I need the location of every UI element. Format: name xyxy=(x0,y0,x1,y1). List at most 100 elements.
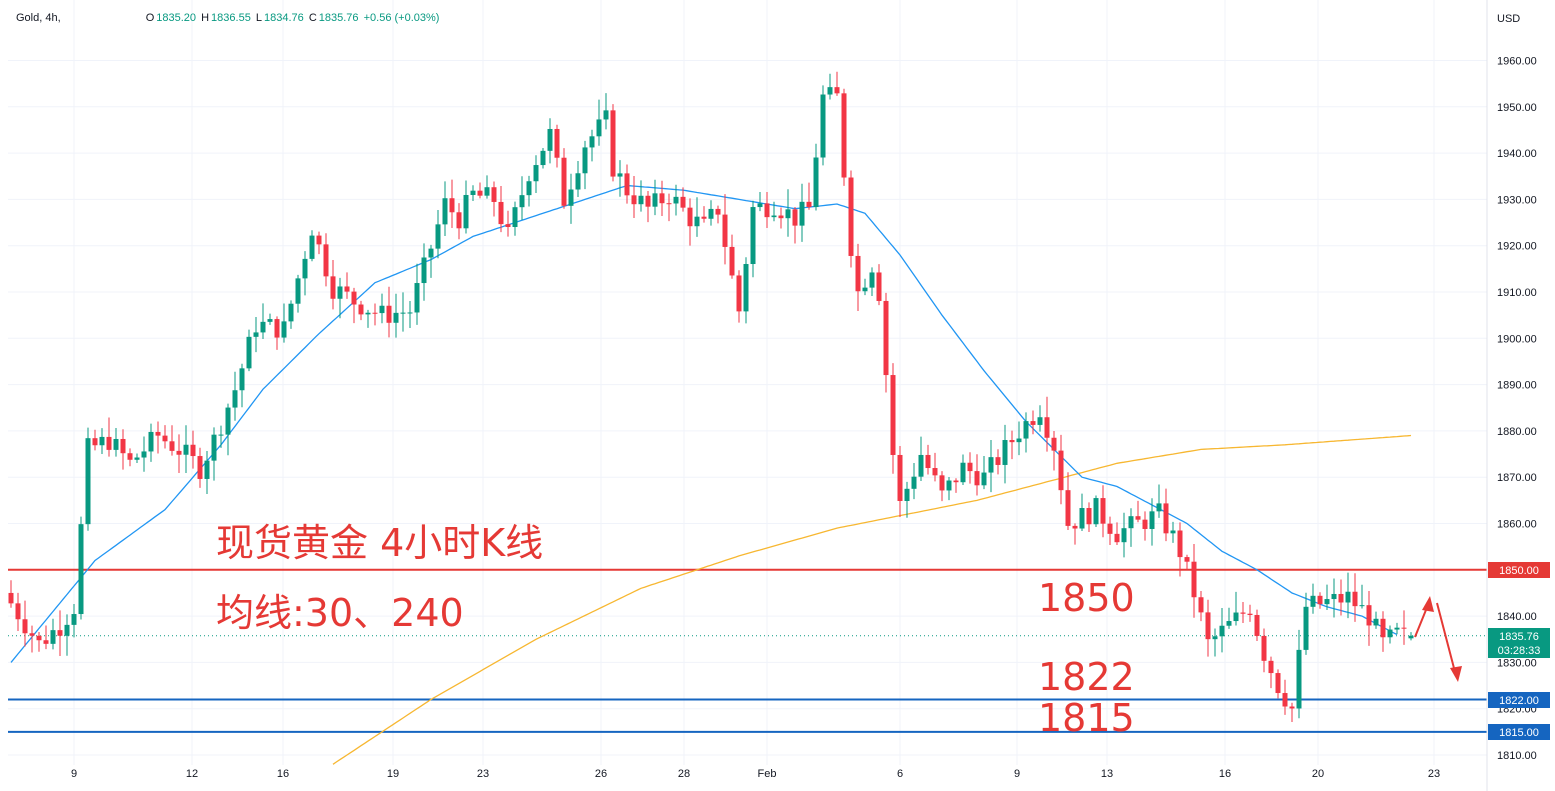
candle-down xyxy=(701,216,707,219)
candle-down xyxy=(1198,597,1204,613)
ma240-line xyxy=(332,434,1412,765)
candle-up xyxy=(134,457,140,460)
candle-up xyxy=(771,215,777,218)
candle-up xyxy=(1394,627,1400,630)
badge-1815: 1815.00 xyxy=(1499,727,1539,739)
candle-down xyxy=(120,438,126,454)
candle-up xyxy=(113,438,119,450)
candle-up xyxy=(582,147,588,174)
candle-up xyxy=(603,110,609,120)
candle-up xyxy=(281,321,287,338)
candle-down xyxy=(1191,561,1197,598)
candle-up xyxy=(1373,618,1379,626)
candle-up xyxy=(253,332,259,337)
candle-down xyxy=(127,453,133,460)
time-tick-label: 16 xyxy=(1219,768,1231,780)
candle-up xyxy=(757,203,763,208)
candle-up xyxy=(484,187,490,196)
high-label: H xyxy=(201,12,210,24)
candle-down xyxy=(806,201,812,208)
candle-down xyxy=(1009,440,1015,443)
candle-down xyxy=(645,195,651,207)
candle-down xyxy=(1072,525,1078,529)
candle-down xyxy=(610,110,616,177)
candle-up xyxy=(869,272,875,288)
candle-down xyxy=(729,246,735,276)
candle-up xyxy=(1219,625,1225,637)
candle-down xyxy=(855,255,861,292)
candle-down xyxy=(1366,605,1372,626)
candle-down xyxy=(491,187,497,202)
candle-up xyxy=(946,480,952,491)
candle-down xyxy=(29,633,35,636)
candle-down xyxy=(659,193,665,204)
candle-up xyxy=(988,457,994,473)
candle-down xyxy=(316,235,322,245)
price-tick-label: 1930.00 xyxy=(1497,194,1537,206)
candle-up xyxy=(1408,635,1414,639)
candle-down xyxy=(358,304,364,315)
time-tick-label: 12 xyxy=(186,768,198,780)
candle-down xyxy=(848,177,854,256)
candle-down xyxy=(169,441,175,451)
candle-up xyxy=(526,181,532,196)
candle-up xyxy=(1170,530,1176,534)
price-tick-label: 1810.00 xyxy=(1497,750,1537,762)
candle-down xyxy=(778,215,784,219)
candle-down xyxy=(1254,614,1260,636)
time-axis[interactable]: 9 12 16 19 23 26 28 Feb 6 9 13 16 20 23 xyxy=(71,768,1440,780)
candle-down xyxy=(1114,533,1120,543)
price-tick-label: 1920.00 xyxy=(1497,241,1537,253)
candle-down xyxy=(477,190,483,196)
candle-up xyxy=(708,208,714,219)
candle-up xyxy=(785,209,791,219)
candle-down xyxy=(106,436,112,450)
candles xyxy=(8,71,1414,722)
badge-1850: 1850.00 xyxy=(1499,565,1539,577)
candle-down xyxy=(15,603,21,620)
candle-down xyxy=(624,173,630,196)
candle-down xyxy=(456,212,462,229)
candle-down xyxy=(1338,593,1344,603)
candle-up xyxy=(519,195,525,208)
candle-up xyxy=(596,119,602,137)
price-tick-label: 1940.00 xyxy=(1497,148,1537,160)
direction-arrows xyxy=(1414,596,1462,682)
price-tick-label: 1870.00 xyxy=(1497,472,1537,484)
candle-up xyxy=(148,431,154,452)
price-tick-label: 1860.00 xyxy=(1497,519,1537,531)
candle-down xyxy=(883,300,889,376)
candle-up xyxy=(428,248,434,258)
candle-down xyxy=(1205,612,1211,640)
candle-down xyxy=(736,275,742,312)
close-label: C xyxy=(308,12,317,24)
candle-down xyxy=(1380,618,1386,638)
high-value: 1836.55 xyxy=(211,12,251,24)
candle-up xyxy=(463,194,469,229)
candle-up xyxy=(211,434,217,461)
symbol-label[interactable]: Gold, 4h, xyxy=(16,12,61,24)
candle-down xyxy=(351,291,357,305)
candle-up xyxy=(225,407,231,435)
candle-down xyxy=(1268,660,1274,674)
candle-down xyxy=(1044,417,1050,438)
close-value: 1835.76 xyxy=(318,12,359,24)
candle-up xyxy=(1128,516,1134,529)
candle-up xyxy=(1121,528,1127,543)
time-tick-label: 16 xyxy=(277,768,289,780)
candle-up xyxy=(512,207,518,228)
low-label: L xyxy=(255,12,262,24)
candle-up xyxy=(246,336,252,369)
candle-down xyxy=(449,198,455,213)
candle-down xyxy=(925,454,931,469)
candle-up xyxy=(435,224,441,249)
candle-up xyxy=(673,196,679,204)
candle-up xyxy=(750,207,756,265)
level-1850-label: 1850 xyxy=(1038,576,1135,620)
candle-up xyxy=(309,235,315,259)
candle-down xyxy=(631,195,637,205)
price-tick-label: 1910.00 xyxy=(1497,287,1537,299)
candle-up xyxy=(820,94,826,158)
badge-current-bg xyxy=(1488,628,1550,658)
